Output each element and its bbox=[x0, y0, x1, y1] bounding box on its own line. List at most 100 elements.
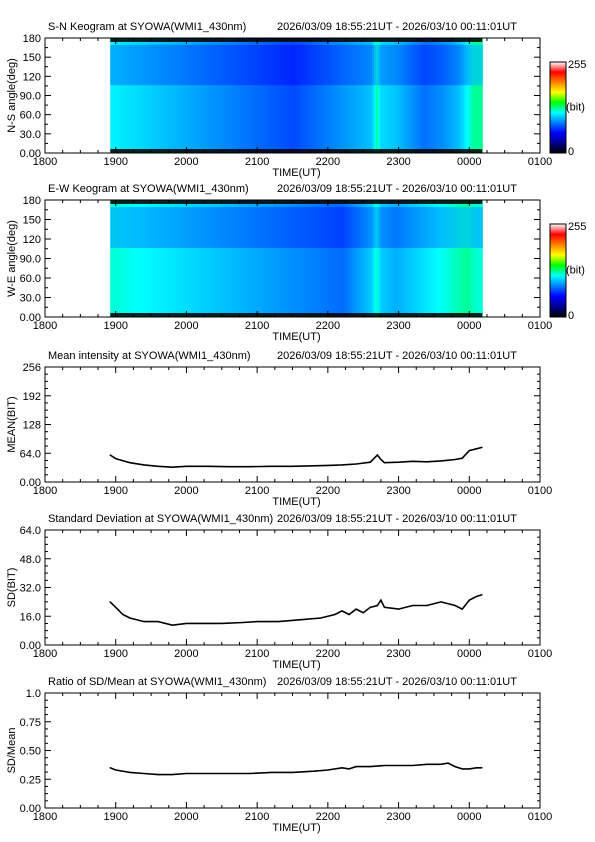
keogram-column bbox=[152, 38, 155, 153]
data-point bbox=[341, 767, 343, 769]
keogram-column bbox=[272, 38, 275, 153]
keogram-column-upper bbox=[386, 207, 389, 248]
x-axis-label: TIME(UT) bbox=[272, 331, 320, 343]
keogram-column-upper bbox=[304, 44, 307, 86]
keogram-column-upper bbox=[116, 44, 119, 86]
data-point bbox=[270, 771, 272, 773]
keogram-column-upper bbox=[314, 44, 317, 86]
keogram-column-upper bbox=[236, 207, 239, 248]
keogram-column-upper bbox=[276, 44, 279, 86]
data-point bbox=[362, 612, 364, 614]
keogram-column-upper bbox=[362, 207, 365, 248]
panel-title: S-N Keogram at SYOWA(WMI1_430nm) bbox=[48, 21, 246, 33]
keogram-column-upper bbox=[290, 207, 293, 248]
keogram-column-upper bbox=[308, 207, 311, 248]
keogram-column-upper bbox=[324, 44, 327, 86]
keogram-column-upper bbox=[282, 44, 285, 86]
keogram-column-upper bbox=[360, 207, 363, 248]
y-tick-label: 30.0 bbox=[20, 129, 41, 141]
data-point bbox=[397, 608, 400, 610]
data-point bbox=[376, 454, 378, 456]
keogram-column-upper bbox=[330, 44, 333, 86]
keogram-column bbox=[416, 200, 419, 317]
keogram-column bbox=[372, 200, 375, 317]
keogram-column bbox=[466, 38, 469, 153]
keogram-column bbox=[406, 200, 409, 317]
keogram-column-upper bbox=[430, 207, 433, 248]
keogram-column bbox=[238, 38, 241, 153]
series-points bbox=[109, 446, 483, 468]
keogram-column-upper bbox=[290, 44, 293, 86]
keogram-column bbox=[428, 38, 431, 153]
keogram-column bbox=[304, 200, 307, 317]
keogram-column bbox=[126, 38, 129, 153]
keogram-column bbox=[396, 38, 399, 153]
keogram-column bbox=[126, 200, 129, 317]
keogram-column bbox=[390, 200, 393, 317]
data-point bbox=[426, 461, 428, 463]
keogram-column-upper bbox=[114, 207, 117, 248]
keogram-column bbox=[114, 38, 117, 153]
keogram-column bbox=[318, 38, 321, 153]
keogram-column bbox=[286, 38, 289, 153]
keogram-column bbox=[478, 200, 481, 317]
keogram-column bbox=[404, 200, 407, 317]
keogram-column-upper bbox=[140, 207, 143, 248]
keogram-column bbox=[388, 200, 391, 317]
keogram-column bbox=[286, 200, 289, 317]
keogram-column-upper bbox=[436, 207, 439, 248]
keogram-column bbox=[134, 38, 137, 153]
keogram-column-upper bbox=[388, 44, 391, 86]
keogram-column bbox=[114, 200, 117, 317]
y-tick-label: 30.0 bbox=[20, 293, 41, 305]
keogram-column-upper bbox=[274, 207, 277, 248]
data-point bbox=[143, 772, 145, 775]
keogram-column-upper bbox=[408, 207, 411, 248]
keogram-column-upper bbox=[402, 207, 405, 248]
keogram-column-upper bbox=[206, 207, 209, 248]
keogram-column bbox=[276, 200, 279, 317]
keogram-column-upper bbox=[450, 44, 453, 86]
data-point bbox=[475, 595, 477, 598]
keogram-column bbox=[362, 38, 365, 153]
keogram-column-upper bbox=[204, 44, 207, 86]
keogram-column-upper bbox=[342, 207, 345, 248]
keogram-column bbox=[400, 200, 403, 317]
keogram-column bbox=[300, 200, 303, 317]
panel-title: Mean intensity at SYOWA(WMI1_430nm) bbox=[48, 350, 251, 362]
keogram-column-upper bbox=[430, 44, 433, 86]
keogram-column-upper bbox=[338, 207, 341, 248]
data-point bbox=[481, 767, 483, 769]
keogram-column-upper bbox=[176, 44, 179, 86]
y-tick-label: 60.0 bbox=[20, 110, 41, 122]
keogram-column bbox=[280, 200, 283, 317]
keogram-column bbox=[470, 200, 473, 317]
keogram-column-upper bbox=[292, 207, 295, 248]
keogram-column bbox=[192, 200, 195, 317]
keogram-column-upper bbox=[426, 44, 429, 86]
keogram-column bbox=[226, 38, 229, 153]
keogram-column bbox=[120, 200, 123, 317]
keogram-column bbox=[278, 200, 281, 317]
keogram-column-upper bbox=[358, 207, 361, 248]
x-tick-label: 2100 bbox=[245, 648, 269, 660]
keogram-column-upper bbox=[406, 44, 409, 86]
keogram-column bbox=[330, 200, 333, 317]
keogram-column-upper bbox=[256, 44, 259, 86]
keogram-column bbox=[384, 38, 387, 153]
keogram-column bbox=[342, 200, 345, 317]
keogram-column bbox=[318, 200, 321, 317]
keogram-column-upper bbox=[164, 44, 167, 86]
keogram-column-upper bbox=[286, 44, 289, 86]
keogram-column bbox=[132, 200, 135, 317]
keogram-column-upper bbox=[336, 207, 339, 248]
data-point bbox=[468, 449, 470, 452]
keogram-column-upper bbox=[454, 207, 457, 248]
keogram-column bbox=[156, 200, 159, 317]
keogram-column bbox=[254, 38, 257, 153]
keogram-column-upper bbox=[180, 207, 183, 248]
keogram-column bbox=[296, 38, 299, 153]
keogram-column-upper bbox=[238, 207, 241, 248]
keogram-column bbox=[312, 200, 315, 317]
